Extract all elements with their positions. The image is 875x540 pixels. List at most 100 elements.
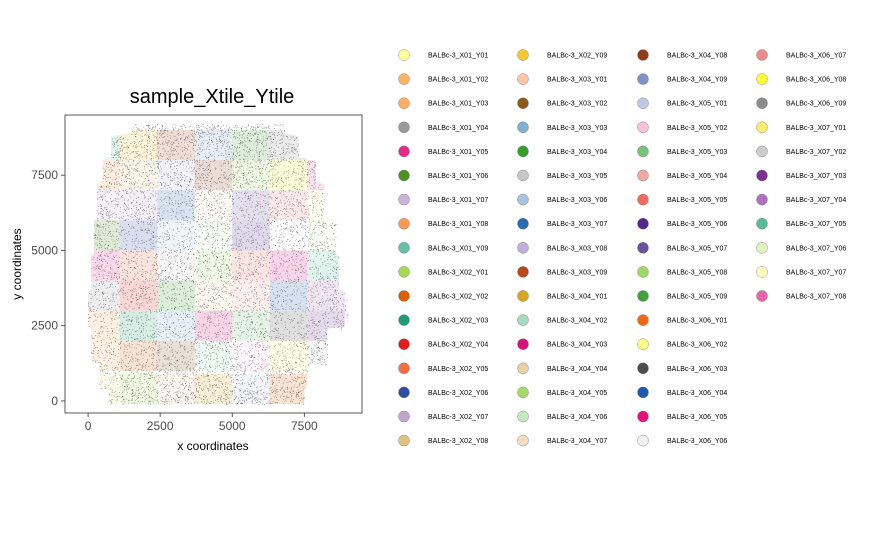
legend-entry: BALBc-3_X01_Y02 [398, 73, 488, 85]
legend-key [398, 386, 410, 399]
legend-key [756, 266, 768, 278]
tile-BALBc-3_X05_Y04 [232, 280, 270, 311]
legend-label: BALBc-3_X04_Y01 [547, 294, 607, 301]
legend-key [398, 73, 410, 85]
legend-label: BALBc-3_X05_Y07 [667, 245, 727, 252]
legend-entry: BALBc-3_X07_Y03 [756, 169, 846, 182]
tile-BALBc-3_X06_Y04 [269, 280, 308, 311]
tile-BALBc-3_X05_Y01 [232, 373, 270, 404]
x-axis-title: x coordinates [177, 439, 248, 453]
legend-key [637, 410, 649, 423]
legend-label: BALBc-3_X02_Y08 [428, 438, 488, 445]
y-axis: 0 2500 5000 7500 [31, 168, 65, 408]
legend-entry: BALBc-3_X04_Y02 [517, 314, 607, 326]
chart-title: sample_Xtile_Ytile [130, 86, 295, 108]
legend-key [517, 314, 529, 326]
legend-label: BALBc-3_X03_Y09 [547, 269, 607, 276]
legend-label: BALBc-3_X01_Y06 [428, 173, 488, 180]
legend-entry: BALBc-3_X01_Y04 [398, 121, 488, 134]
legend-label: BALBc-3_X07_Y06 [786, 245, 846, 252]
legend-key [637, 362, 649, 374]
legend-label: BALBc-3_X05_Y04 [667, 173, 727, 180]
legend-entry: BALBc-3_X06_Y06 [637, 434, 727, 447]
y-tick-label: 0 [51, 394, 58, 408]
legend-key [517, 290, 529, 302]
legend-key [398, 314, 410, 326]
legend-entry: BALBc-3_X07_Y06 [756, 242, 846, 254]
legend-label: BALBc-3_X07_Y01 [786, 125, 846, 132]
legend-key [756, 290, 768, 302]
legend-label: BALBc-3_X03_Y07 [547, 221, 607, 228]
tile-layer [88, 130, 345, 404]
legend-key [637, 434, 649, 447]
tile-BALBc-3_X05_Y03 [232, 310, 270, 341]
legend-label: BALBc-3_X04_Y05 [547, 390, 607, 397]
legend-label: BALBc-3_X05_Y01 [667, 101, 727, 108]
tile-BALBc-3_X02_Y04 [119, 280, 158, 311]
legend-key [637, 49, 649, 61]
legend-label: BALBc-3_X01_Y07 [428, 197, 488, 204]
legend-key [517, 362, 529, 374]
legend-entry: BALBc-3_X05_Y06 [637, 217, 727, 230]
legend-label: BALBc-3_X06_Y09 [786, 101, 846, 108]
legend-entry: BALBc-3_X06_Y01 [637, 314, 727, 326]
legend-entry: BALBc-3_X01_Y07 [398, 193, 488, 206]
tile-BALBc-3_X07_Y01 [307, 373, 345, 404]
legend-key [756, 49, 768, 61]
legend-label: BALBc-3_X03_Y01 [547, 77, 607, 84]
legend-entry: BALBc-3_X01_Y09 [398, 242, 488, 254]
plot-panel-border [64, 114, 363, 414]
legend-key [398, 362, 410, 374]
legend-key [398, 434, 410, 447]
tile-BALBc-3_X03_Y03 [157, 310, 195, 341]
tile-BALBc-3_X02_Y07 [119, 190, 158, 221]
legend-label: BALBc-3_X05_Y05 [667, 197, 727, 204]
legend-label: BALBc-3_X02_Y04 [428, 342, 488, 349]
legend-entry: BALBc-3_X05_Y08 [637, 266, 727, 278]
legend-label: BALBc-3_X07_Y08 [786, 294, 846, 301]
tile-BALBc-3_X06_Y01 [269, 373, 308, 404]
legend-entry: BALBc-3_X06_Y04 [637, 386, 727, 399]
legend-key [398, 169, 410, 182]
tile-BALBc-3_X02_Y06 [119, 220, 158, 251]
legend-entry: BALBc-3_X03_Y05 [517, 169, 607, 182]
legend-entry: BALBc-3_X03_Y01 [517, 73, 607, 85]
legend-key [756, 73, 768, 85]
legend-entry: BALBc-3_X07_Y05 [756, 217, 846, 230]
tile-BALBc-3_X05_Y09 [232, 130, 270, 161]
legend-entry: BALBc-3_X04_Y06 [517, 410, 607, 423]
legend-label: BALBc-3_X05_Y06 [667, 221, 727, 228]
legend-entry: BALBc-3_X03_Y07 [517, 217, 607, 230]
legend-label: BALBc-3_X06_Y07 [786, 53, 846, 60]
legend-entry: BALBc-3_X02_Y04 [398, 338, 488, 350]
legend-entry: BALBc-3_X07_Y07 [756, 266, 846, 278]
legend-entry: BALBc-3_X07_Y01 [756, 121, 846, 134]
x-tick-label: 0 [85, 419, 92, 433]
legend-key [517, 410, 529, 423]
tile-BALBc-3_X02_Y03 [119, 310, 158, 341]
tile-BALBc-3_X04_Y02 [194, 340, 233, 371]
legend-key [517, 242, 529, 254]
tile-BALBc-3_X02_Y05 [119, 250, 158, 281]
tile-BALBc-3_X07_Y07 [307, 190, 345, 221]
legend-entry: BALBc-3_X02_Y09 [517, 49, 607, 61]
legend-key [637, 386, 649, 399]
legend-key [517, 434, 529, 447]
legend-label: BALBc-3_X07_Y03 [786, 173, 846, 180]
legend-label: BALBc-3_X07_Y07 [786, 269, 846, 276]
legend-entry: BALBc-3_X03_Y02 [517, 97, 607, 109]
legend-key [398, 145, 410, 158]
y-tick-label: 5000 [31, 243, 58, 257]
legend-entry: BALBc-3_X04_Y08 [637, 49, 727, 61]
tile-BALBc-3_X07_Y08 [307, 160, 345, 191]
legend-entry: BALBc-3_X03_Y08 [517, 242, 607, 254]
legend-entry: BALBc-3_X02_Y07 [398, 410, 488, 423]
legend-key [398, 338, 410, 350]
legend-label: BALBc-3_X04_Y03 [547, 342, 607, 349]
tile-BALBc-3_X05_Y02 [232, 340, 270, 371]
tile-BALBc-3_X03_Y02 [157, 340, 195, 371]
legend-key [637, 338, 649, 350]
legend-label: BALBc-3_X06_Y04 [667, 390, 727, 397]
legend-key [637, 73, 649, 85]
